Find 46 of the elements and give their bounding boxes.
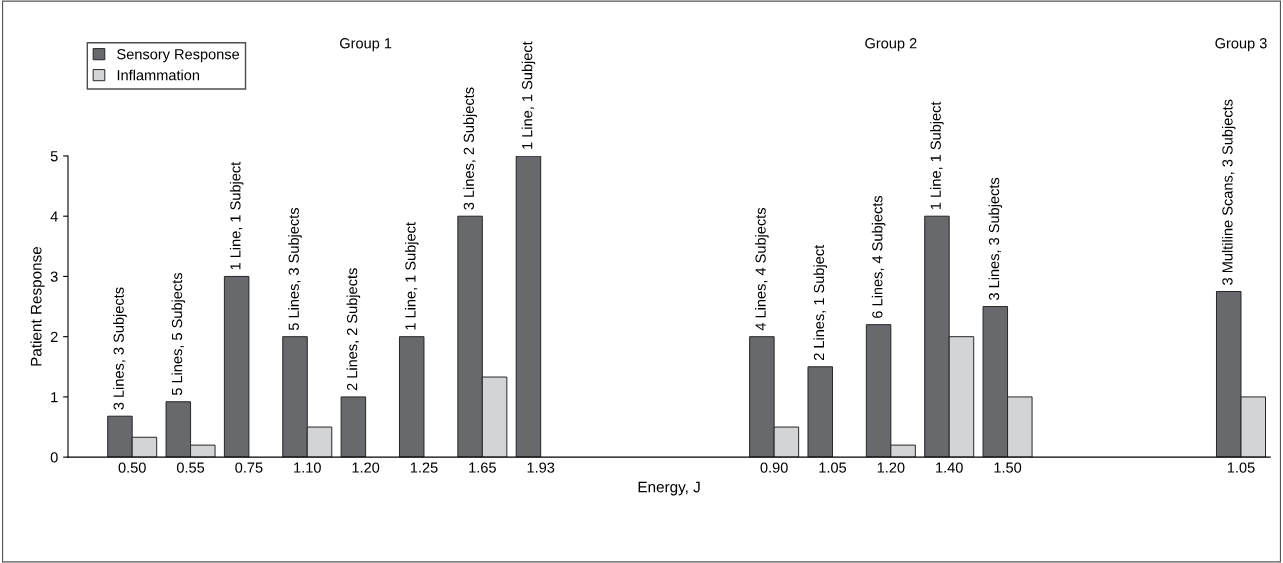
bar <box>807 366 833 458</box>
x-tick-label: 0.55 <box>176 462 205 473</box>
y-tick-label: 2 <box>50 331 58 342</box>
bar <box>340 396 367 458</box>
annotation: 3 Lines, 2 Subjects <box>463 87 477 210</box>
text: Group 3 <box>1215 38 1267 52</box>
bar <box>223 275 250 458</box>
x-tick-label: 0.75 <box>235 462 263 473</box>
x-tick-label: 1.50 <box>994 462 1022 473</box>
annotation: 1 Line, 1 Subject <box>404 222 419 330</box>
x-axis-title: Energy, J <box>638 481 700 496</box>
x-tick-label: 1.93 <box>527 462 555 473</box>
x-tick-label: 1.65 <box>469 462 496 473</box>
y-tick-label: 5 <box>50 151 58 162</box>
annotation: 6 Lines, 4 Subjects <box>871 195 886 318</box>
y-tick-label: 1 <box>51 392 58 403</box>
y-axis-title: Patient Response <box>30 246 45 366</box>
x-tick-label: 1.20 <box>877 462 905 473</box>
annotation: 1 Line, 1 Subject <box>229 161 244 270</box>
x-tick-label: 1.05 <box>819 462 847 473</box>
annotation: 4 Lines, 4 Subjects <box>755 207 769 331</box>
y-tick-label: 0 <box>50 452 58 463</box>
legend-label: Inflammation <box>117 69 200 81</box>
annotation: 1 Line, 1 Subject <box>521 41 536 149</box>
x-tick-label: 1.20 <box>352 462 380 473</box>
annotation: 3 Lines, 3 Subjects <box>113 287 127 410</box>
x-tick-label: 0.90 <box>760 462 788 473</box>
x-tick-label: 1.25 <box>410 462 438 473</box>
legend-label: Sensory Response <box>117 49 240 63</box>
annotation: 5 Lines, 3 Subjects <box>288 207 302 331</box>
bar <box>398 336 425 458</box>
y-tick-label: 4 <box>50 211 58 222</box>
x-tick-label: 1.40 <box>936 462 963 473</box>
text: Group 2 <box>865 38 917 52</box>
x-tick-label: 0.50 <box>118 462 146 473</box>
annotation: 5 Lines, 5 Subjects <box>171 273 186 396</box>
annotation: 2 Lines, 1 Subject <box>813 244 828 361</box>
x-tick-label: 1.10 <box>294 462 321 473</box>
annotation: 1 Line, 1 Subject <box>930 101 944 210</box>
x-tick-label: 1.05 <box>1227 462 1255 473</box>
annotation: 3 Lines, 3 Subjects <box>988 177 1003 300</box>
annotation: 2 Lines, 2 Subjects <box>346 268 361 391</box>
y-tick-label: 3 <box>50 271 58 282</box>
annotation: 3 Multiline Scans, 3 Subjects <box>1221 99 1236 285</box>
text: Group 1 <box>340 38 392 52</box>
bar <box>515 155 542 458</box>
